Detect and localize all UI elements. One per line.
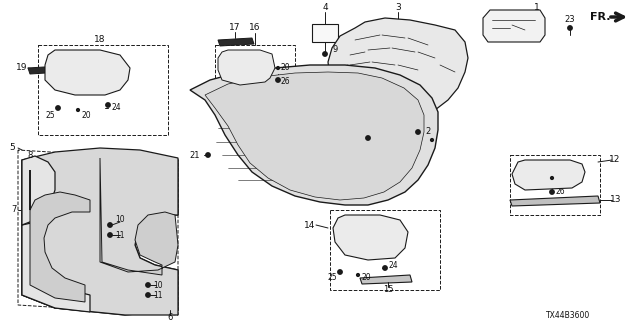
Circle shape [383, 266, 387, 270]
Bar [215, 45, 295, 100]
Text: 20: 20 [361, 274, 371, 283]
Text: 24: 24 [111, 103, 121, 113]
Polygon shape [100, 158, 178, 275]
Bar [368, 48, 396, 70]
Text: TX44B3600: TX44B3600 [546, 310, 590, 319]
Circle shape [338, 270, 342, 274]
Text: 21: 21 [189, 150, 200, 159]
Text: 3: 3 [395, 4, 401, 12]
Text: 18: 18 [94, 36, 106, 44]
Circle shape [366, 136, 370, 140]
Polygon shape [22, 220, 90, 312]
Polygon shape [28, 66, 62, 74]
Polygon shape [360, 275, 412, 284]
Text: 6: 6 [167, 314, 173, 320]
Circle shape [56, 106, 60, 110]
Polygon shape [22, 148, 178, 315]
Bar [330, 210, 440, 290]
Bar [312, 24, 338, 42]
Polygon shape [22, 156, 55, 225]
Polygon shape [45, 50, 130, 95]
Text: 22: 22 [348, 133, 358, 142]
Circle shape [568, 26, 572, 30]
Circle shape [323, 52, 327, 56]
Text: 15: 15 [383, 285, 393, 294]
Text: FR.: FR. [589, 12, 611, 22]
Text: 8: 8 [28, 151, 33, 161]
Bar [400, 55, 422, 73]
Text: 11: 11 [153, 291, 163, 300]
Circle shape [146, 283, 150, 287]
Circle shape [206, 153, 210, 157]
Text: 7: 7 [12, 205, 17, 214]
Polygon shape [205, 72, 424, 200]
Text: 25: 25 [327, 274, 337, 283]
Text: 26: 26 [555, 188, 565, 196]
Circle shape [431, 139, 433, 141]
Polygon shape [510, 196, 600, 206]
Text: 24: 24 [388, 260, 398, 269]
Polygon shape [30, 170, 90, 302]
Text: 26: 26 [280, 77, 290, 86]
Text: 25: 25 [45, 111, 55, 121]
Circle shape [550, 190, 554, 194]
Circle shape [108, 233, 112, 237]
Text: 23: 23 [564, 14, 575, 23]
Text: 20: 20 [555, 173, 565, 182]
Text: 11: 11 [115, 231, 125, 241]
Polygon shape [218, 38, 254, 46]
Polygon shape [218, 50, 275, 85]
Text: 2: 2 [426, 127, 431, 137]
Polygon shape [512, 160, 585, 190]
Text: 10: 10 [153, 281, 163, 290]
Bar [510, 155, 600, 215]
Circle shape [276, 78, 280, 82]
Circle shape [106, 103, 110, 107]
Text: 10: 10 [115, 215, 125, 225]
Circle shape [416, 130, 420, 134]
Text: 4: 4 [322, 4, 328, 12]
Text: 14: 14 [304, 220, 316, 229]
Bar [38, 45, 168, 135]
Polygon shape [22, 152, 178, 315]
Text: 20: 20 [81, 111, 91, 121]
Circle shape [108, 223, 112, 227]
Circle shape [550, 177, 554, 180]
Text: 16: 16 [249, 23, 260, 33]
Circle shape [146, 293, 150, 297]
Circle shape [276, 67, 280, 69]
Polygon shape [328, 18, 468, 122]
Text: 1: 1 [534, 4, 540, 12]
Text: 5: 5 [9, 143, 15, 153]
Text: 19: 19 [16, 63, 28, 73]
Text: 9: 9 [332, 45, 338, 54]
Bar [365, 78, 397, 102]
Polygon shape [483, 10, 545, 42]
Circle shape [356, 274, 360, 276]
Polygon shape [333, 215, 408, 260]
Text: 20: 20 [280, 63, 290, 73]
Text: 17: 17 [229, 23, 241, 33]
Text: 12: 12 [609, 156, 620, 164]
Polygon shape [190, 65, 438, 205]
Text: 13: 13 [611, 196, 621, 204]
Circle shape [77, 108, 79, 111]
